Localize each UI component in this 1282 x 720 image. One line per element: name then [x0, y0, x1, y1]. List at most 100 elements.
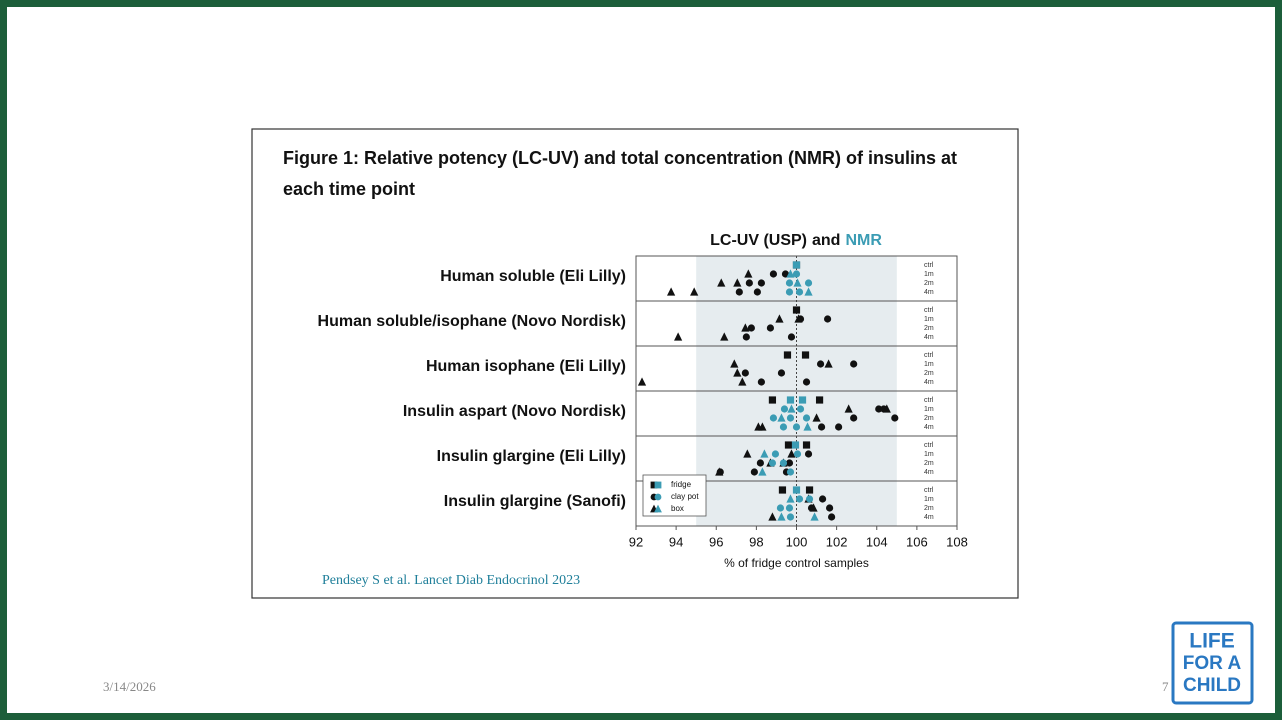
- timepoint-label: ctrl: [924, 352, 934, 359]
- point: [667, 287, 676, 296]
- point: [812, 413, 821, 422]
- timepoint-label: 2m: [924, 460, 934, 467]
- point: [784, 441, 793, 449]
- point: [758, 422, 767, 431]
- group-label: Insulin glargine (Sanofi): [444, 493, 626, 510]
- point: [792, 261, 801, 269]
- point: [850, 414, 858, 422]
- point: [785, 279, 794, 287]
- point: [769, 270, 778, 278]
- legend-marker: [654, 493, 662, 501]
- point: [742, 333, 750, 341]
- timepoint-label: 1m: [924, 316, 934, 323]
- point: [777, 512, 786, 521]
- point: [795, 288, 804, 296]
- point: [805, 486, 814, 494]
- timepoint-label: 1m: [924, 496, 934, 503]
- legend-label: clay pot: [671, 492, 699, 501]
- point: [715, 467, 724, 476]
- timepoint-label: 1m: [924, 406, 934, 413]
- point: [792, 270, 801, 278]
- point: [781, 270, 790, 278]
- legend-marker: [654, 504, 662, 513]
- point: [637, 377, 647, 386]
- point: [792, 423, 801, 431]
- timepoint-label: 4m: [924, 469, 934, 476]
- legend-marker: [650, 481, 658, 489]
- timepoint-label: 4m: [924, 334, 934, 341]
- timepoint-label: 2m: [924, 280, 934, 287]
- point: [786, 494, 795, 503]
- point: [850, 360, 858, 368]
- timepoint-label: ctrl: [924, 442, 934, 449]
- point: [823, 315, 832, 323]
- point: [801, 351, 810, 359]
- point: [750, 468, 758, 476]
- group-label: Human isophane (Eli Lilly): [426, 358, 626, 375]
- point: [690, 287, 699, 296]
- timepoint-label: 1m: [924, 361, 934, 368]
- point: [738, 377, 747, 386]
- point: [818, 495, 827, 503]
- logo-line: CHILD: [1183, 675, 1241, 696]
- point: [875, 405, 883, 413]
- point: [776, 504, 785, 512]
- point: [741, 369, 749, 377]
- point: [777, 369, 786, 377]
- x-tick-label: 98: [749, 534, 763, 549]
- timepoint-label: ctrl: [924, 307, 934, 314]
- point: [793, 450, 802, 458]
- point: [793, 278, 802, 287]
- logo-box: [1171, 621, 1254, 705]
- legend-label: fridge: [671, 480, 692, 489]
- x-axis-label: % of fridge control samples: [724, 556, 869, 570]
- point: [674, 332, 683, 341]
- point: [786, 513, 795, 521]
- point: [794, 314, 803, 323]
- point: [835, 423, 843, 431]
- point: [802, 441, 811, 449]
- timepoint-label: 4m: [924, 424, 934, 431]
- point: [787, 333, 796, 341]
- point: [792, 306, 801, 314]
- point: [815, 396, 824, 404]
- citation: Pendsey S et al. Lancet Diab Endocrinol …: [322, 573, 580, 588]
- timepoint-label: 4m: [924, 379, 934, 386]
- x-tick-label: 108: [946, 534, 968, 549]
- point: [802, 378, 811, 386]
- point: [757, 279, 765, 287]
- point: [760, 449, 769, 458]
- group-label: Human soluble/isophane (Novo Nordisk): [318, 313, 626, 330]
- point: [735, 288, 743, 296]
- group-label: Insulin glargine (Eli Lilly): [437, 448, 626, 465]
- point: [733, 278, 742, 287]
- timepoint-label: 2m: [924, 325, 934, 332]
- timepoint-label: 1m: [924, 451, 934, 458]
- point: [785, 288, 794, 296]
- point: [766, 324, 775, 332]
- point: [804, 450, 813, 458]
- point: [717, 278, 726, 287]
- point: [741, 323, 750, 332]
- point: [720, 332, 729, 341]
- point: [744, 269, 753, 278]
- point: [795, 495, 804, 503]
- point: [768, 459, 777, 467]
- point: [786, 269, 795, 278]
- point: [804, 287, 813, 296]
- point: [730, 359, 739, 368]
- point: [803, 422, 812, 431]
- figure-title: Figure 1: Relative potency (LC-UV) and t…: [283, 148, 958, 199]
- point: [733, 368, 742, 377]
- point: [828, 513, 836, 521]
- point: [826, 504, 834, 512]
- point: [756, 459, 764, 467]
- point: [758, 467, 767, 476]
- point: [768, 512, 777, 521]
- point: [785, 504, 794, 512]
- point: [777, 413, 786, 422]
- timepoint-label: 1m: [924, 271, 934, 278]
- point: [779, 423, 788, 431]
